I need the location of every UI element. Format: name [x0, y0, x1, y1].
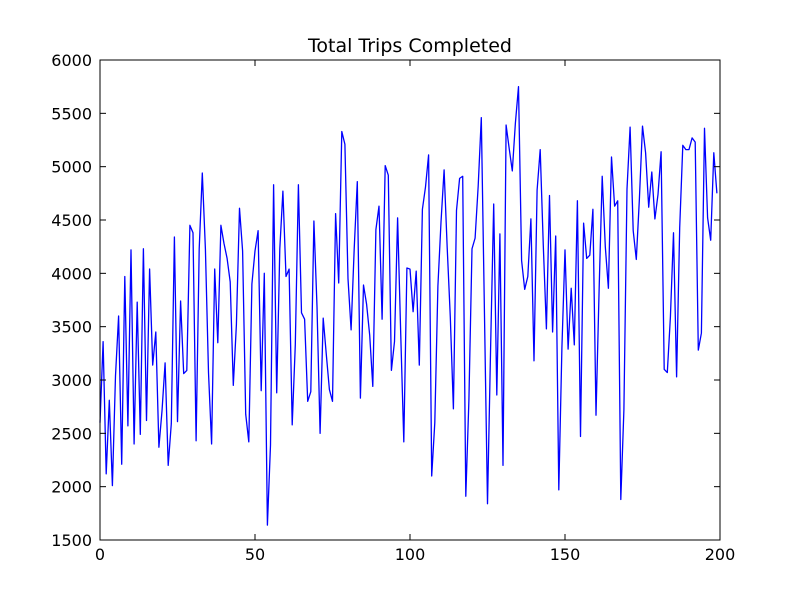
x-tick-label: 200	[705, 545, 736, 564]
y-tick-label: 2500	[51, 424, 92, 443]
y-tick-label: 3000	[51, 371, 92, 390]
x-tick-label: 0	[95, 545, 105, 564]
chart-title: Total Trips Completed	[307, 35, 512, 57]
y-tick-label: 5500	[51, 104, 92, 123]
y-tick-label: 2000	[51, 478, 92, 497]
y-tick-label: 6000	[51, 51, 92, 70]
y-tick-label: 5000	[51, 158, 92, 177]
y-tick-label: 3500	[51, 318, 92, 337]
axes-frame	[99, 59, 721, 541]
y-tick-label: 1500	[51, 531, 92, 550]
plot-area: 0 50 100 150 200 1500 2000 2500 3000 3500 4000 4500…	[51, 51, 735, 564]
x-tick-label: 150	[550, 545, 581, 564]
series-line	[99, 86, 718, 526]
x-tick-label: 50	[245, 545, 265, 564]
y-tick-label: 4500	[51, 211, 92, 230]
y-tick-label: 4000	[51, 264, 92, 283]
x-tick-label: 100	[395, 545, 426, 564]
